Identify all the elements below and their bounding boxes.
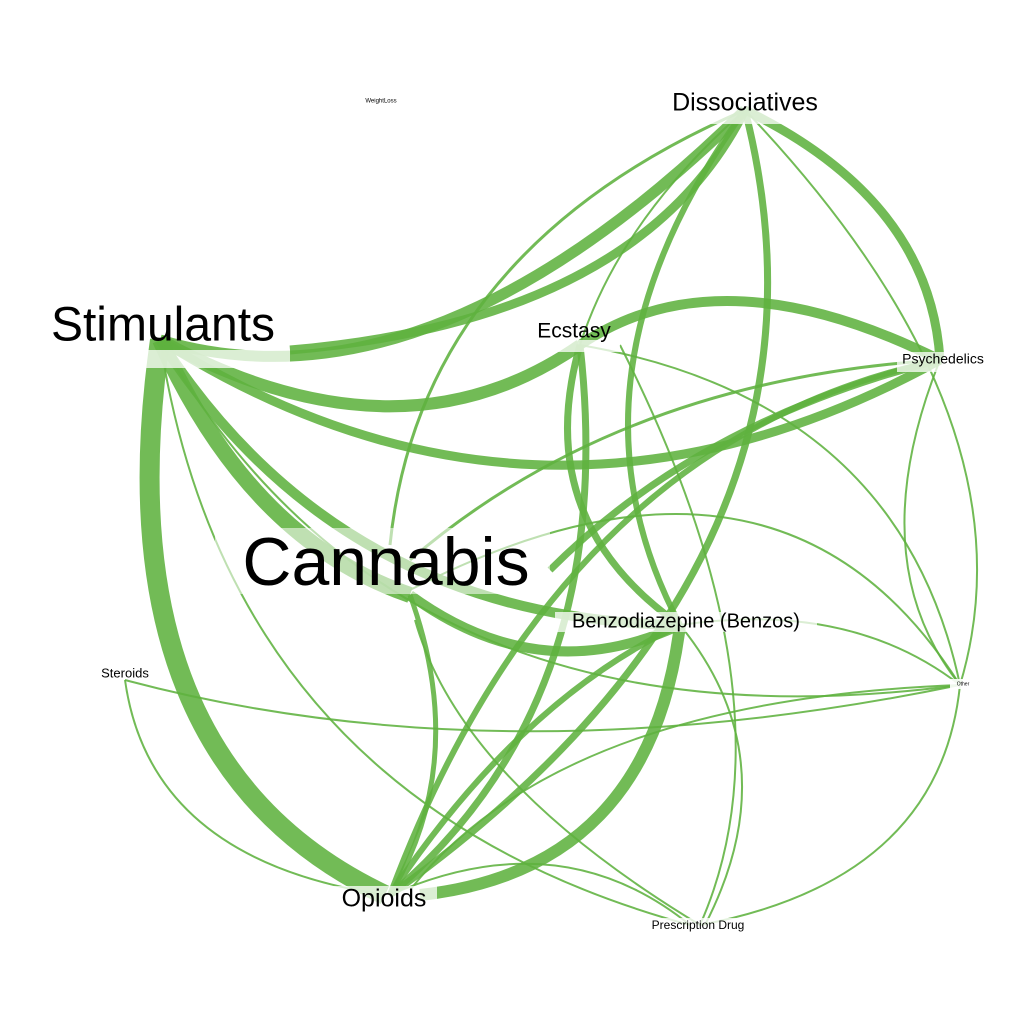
edge-cannabis-steroids bbox=[124, 679, 961, 733]
edge-dissociatives-ecstasy bbox=[579, 109, 746, 346]
node-prescription: Prescription Drug bbox=[650, 918, 748, 932]
edge-cannabis-prescription bbox=[414, 619, 701, 926]
nodes: WeightLoss Dissociatives Stimulants Ecst… bbox=[51, 89, 984, 933]
node-label-dissociatives: Dissociatives bbox=[672, 89, 818, 117]
node-stimulants: Stimulants bbox=[51, 299, 290, 368]
node-ecstasy: Ecstasy bbox=[530, 320, 620, 352]
node-steroids: Steroids bbox=[101, 665, 149, 680]
edge-stimulants-ecstasy bbox=[157, 334, 584, 413]
edge-prescription-other bbox=[699, 684, 961, 926]
edge-opioids-prescription bbox=[389, 862, 691, 926]
node-label-stimulants: Stimulants bbox=[51, 299, 275, 352]
node-benzos: Benzodiazepine (Benzos) bbox=[555, 610, 817, 632]
node-psychedelics: Psychedelics bbox=[897, 351, 984, 372]
node-label-ecstasy: Ecstasy bbox=[537, 320, 611, 343]
node-dissociatives: Dissociatives bbox=[672, 89, 818, 124]
edge-benzos-opioids bbox=[419, 624, 686, 901]
node-opioids: Opioids bbox=[332, 885, 437, 913]
edge-psychedelics-opioids bbox=[387, 357, 941, 897]
node-cannabis: Cannabis bbox=[215, 524, 550, 600]
edges bbox=[124, 105, 978, 926]
node-other: Other bbox=[950, 679, 976, 689]
node-label-cannabis: Cannabis bbox=[242, 524, 529, 600]
edge-dissociatives-opioids bbox=[387, 109, 772, 898]
edge-dissociatives-benzos bbox=[625, 108, 748, 627]
node-label-benzos: Benzodiazepine (Benzos) bbox=[572, 610, 800, 632]
edge-ecstasy-psychedelics bbox=[577, 296, 943, 365]
node-label-weight-loss: WeightLoss bbox=[365, 99, 396, 105]
edge-opioids-other bbox=[409, 684, 961, 891]
edge-dissociatives-cannabis bbox=[388, 108, 746, 546]
edge-steroids-opioids bbox=[124, 679, 386, 896]
node-label-prescription: Prescription Drug bbox=[652, 918, 745, 932]
edge-stimulants-prescription bbox=[159, 339, 691, 926]
edge-dissociatives-psychedelics bbox=[743, 105, 945, 361]
edge-psychedelics-other bbox=[903, 359, 961, 686]
node-weight-loss: WeightLoss bbox=[365, 97, 397, 105]
edge-psychedelics-benzos bbox=[409, 358, 941, 562]
edge-dissociatives-other bbox=[744, 109, 978, 686]
edge-cannabis-benzos bbox=[407, 590, 683, 657]
node-label-opioids: Opioids bbox=[342, 885, 427, 913]
edge-ecstasy-other bbox=[579, 344, 961, 686]
edge-ecstasy-opioids bbox=[387, 344, 590, 898]
edge-ecstasy-benzos bbox=[564, 344, 683, 628]
node-label-other: Other bbox=[957, 681, 970, 687]
node-label-steroids: Steroids bbox=[101, 665, 149, 680]
edge-benzos-prescription bbox=[679, 624, 744, 926]
edge-ecstasy-prescription bbox=[619, 344, 737, 926]
edge-stimulants-opioids bbox=[139, 338, 390, 905]
edge-cannabis-opioids bbox=[387, 594, 439, 897]
edge-stimulants-psychedelics bbox=[157, 336, 943, 470]
edge-benzos-opioids-inner bbox=[387, 622, 682, 897]
node-label-psychedelics: Psychedelics bbox=[902, 351, 984, 367]
